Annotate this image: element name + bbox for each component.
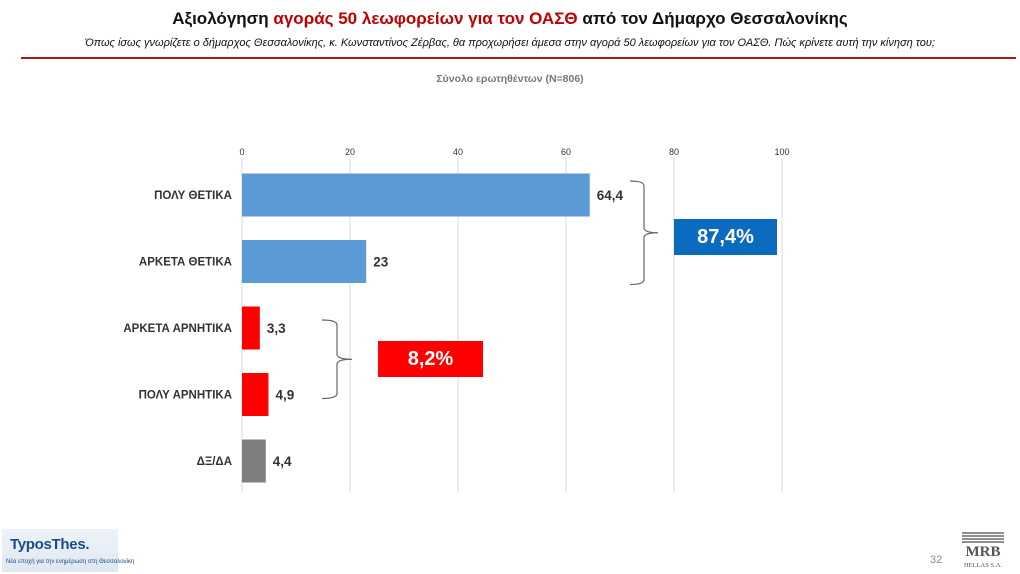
value-label: 64,4 xyxy=(597,188,624,203)
bar xyxy=(242,240,367,283)
mrb-logo-name: MRB xyxy=(965,544,1001,560)
negative-group-brace xyxy=(321,319,353,400)
category-label: ΑΡΚΕΤΑ ΑΡΝΗΤΙΚΑ xyxy=(123,323,232,335)
title-highlight: αγοράς 50 λεωφορείων για τον ΟΑΣΘ xyxy=(273,9,578,28)
title-suffix: από τον Δήμαρχο Θεσσαλονίκης xyxy=(577,9,848,28)
header-divider xyxy=(21,57,1016,59)
sample-base-label: Σύνολο ερωτηθέντων (N=806) xyxy=(436,73,584,85)
bar xyxy=(242,373,269,416)
bar xyxy=(242,173,590,217)
bar xyxy=(242,306,260,350)
tick-label: 20 xyxy=(345,147,355,157)
value-label: 23 xyxy=(373,255,389,270)
mrb-logo-sub: HELLAS S.A. xyxy=(963,562,1003,569)
tick-label: 100 xyxy=(774,147,789,157)
value-label: 3,3 xyxy=(267,321,286,336)
category-label: ΠΟΛΥ ΘΕΤΙΚΑ xyxy=(154,190,232,202)
positive-group-brace xyxy=(629,180,659,286)
page-title: Αξιολόγηση αγοράς 50 λεωφορείων για τον … xyxy=(0,9,1020,29)
bar xyxy=(242,439,266,483)
negative-total-badge: 8,2% xyxy=(378,341,483,377)
typosthes-logo-brand: TyposThes. xyxy=(10,536,90,553)
mrb-logo: MRB HELLAS S.A. xyxy=(958,532,1008,572)
tick-label: 80 xyxy=(669,147,679,157)
page-number: 32 xyxy=(930,554,943,566)
mrb-logo-stripes xyxy=(962,532,1004,544)
category-label: ΠΟΛΥ ΑΡΝΗΤΙΚΑ xyxy=(139,390,232,402)
tick-label: 40 xyxy=(453,147,463,157)
title-prefix: Αξιολόγηση xyxy=(172,9,274,28)
positive-total-badge: 87,4% xyxy=(674,219,777,255)
tick-label: 60 xyxy=(561,147,571,157)
typosthes-logo-tagline: Νέα εποχή για την ενημέρωση στη Θεσσαλον… xyxy=(6,559,135,565)
question-text: Όπως ίσως γνωρίζετε ο δήμαρχος Θεσσαλονί… xyxy=(85,37,935,49)
typosthes-logo: TyposThes. Νέα εποχή για την ενημέρωση σ… xyxy=(2,529,134,572)
category-label: ΔΞ/ΔΑ xyxy=(197,456,232,468)
value-label: 4,4 xyxy=(273,454,292,469)
bar-chart: 0 20 40 60 80 100 ΠΟΛΥ ΘΕΤΙΚΑ 64,4 ΑΡΚΕΤΑ ΘΕΤΙΚΑ… xyxy=(123,147,790,492)
value-label: 4,9 xyxy=(275,388,294,403)
tick-label: 0 xyxy=(239,147,244,157)
category-label: ΑΡΚΕΤΑ ΘΕΤΙΚΑ xyxy=(139,257,232,269)
